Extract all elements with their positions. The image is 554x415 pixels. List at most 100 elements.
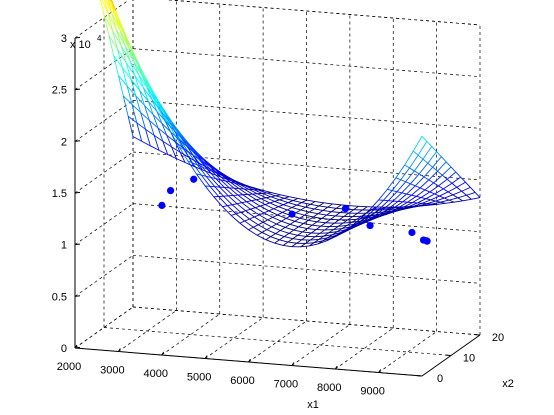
mesh-line [422, 158, 429, 164]
mesh-line [185, 140, 192, 147]
mesh-line [369, 199, 379, 210]
z-tick-label: 1.5 [52, 188, 67, 200]
mesh-line [322, 206, 328, 211]
mesh-line [214, 186, 224, 197]
mesh-line [183, 149, 190, 154]
mesh-line [317, 240, 323, 245]
mesh-line [198, 158, 208, 170]
mesh-line [256, 232, 263, 236]
mesh-line [374, 209, 380, 214]
mesh-line [412, 136, 423, 152]
mesh-line [340, 212, 349, 214]
mesh-line [158, 101, 165, 110]
grid-line [103, 327, 452, 356]
data-point [408, 228, 416, 237]
mesh-line [402, 194, 412, 203]
mesh-line [430, 199, 436, 202]
mesh-line [247, 194, 257, 201]
mesh-line [349, 205, 359, 207]
mesh-line [261, 229, 268, 233]
mesh-line [278, 206, 288, 211]
mesh-line [151, 99, 162, 112]
mesh-line [137, 64, 143, 77]
mesh-line [311, 221, 318, 226]
mesh-line [157, 127, 164, 142]
mesh-line [438, 185, 444, 190]
mesh-line [125, 62, 132, 80]
mesh-line [222, 173, 228, 178]
mesh-line [291, 207, 301, 211]
mesh-line [309, 236, 316, 241]
mesh-line [144, 77, 151, 87]
mesh-line [357, 221, 363, 225]
mesh-line [112, 30, 122, 47]
mesh-line [457, 197, 463, 202]
mesh-line [437, 161, 447, 172]
mesh-line [232, 203, 238, 206]
mesh-line [197, 164, 203, 168]
mesh-line [250, 207, 256, 210]
mesh-line [392, 192, 403, 202]
mesh-line [196, 173, 206, 187]
mesh-line [331, 211, 341, 213]
mesh-line [395, 164, 406, 178]
mesh-line [318, 235, 324, 240]
mesh-line [151, 99, 158, 112]
mesh-line [275, 194, 281, 197]
mesh-line [317, 210, 324, 215]
mesh-line [136, 122, 143, 142]
mesh-line [141, 140, 151, 147]
mesh-line [451, 176, 461, 184]
mesh-line [401, 192, 407, 195]
mesh-line [253, 224, 259, 228]
mesh-line [196, 173, 202, 176]
mesh-line [107, 12, 114, 31]
x-tick-label: 3000 [100, 365, 124, 377]
mesh-line [416, 189, 426, 197]
mesh-line [280, 227, 286, 231]
mesh-line [302, 231, 312, 234]
mesh-line [296, 239, 302, 244]
mesh-line [291, 204, 298, 208]
mesh-line [250, 208, 260, 216]
mesh-line [261, 232, 271, 238]
mesh-line [230, 181, 236, 184]
y-tick-label: 0 [437, 373, 443, 385]
mesh-line [248, 229, 258, 236]
mesh-line [299, 214, 305, 219]
mesh-line [280, 194, 290, 198]
mesh-line [300, 206, 306, 211]
mesh-line [131, 104, 141, 113]
mesh-line [335, 215, 345, 217]
mesh-line [178, 146, 185, 151]
mesh-line [120, 45, 131, 61]
mesh-line [387, 191, 398, 201]
mesh-line [391, 179, 402, 191]
mesh-line [323, 234, 333, 237]
mesh-line [260, 198, 271, 204]
x-tick-label: 7000 [274, 379, 298, 391]
mesh-line [282, 241, 289, 246]
mesh-line [385, 211, 391, 214]
mesh-line [133, 61, 140, 75]
mesh-line [199, 155, 205, 160]
grid [74, 0, 481, 377]
mesh-line [470, 187, 476, 193]
mesh-line [415, 185, 421, 189]
mesh-line [113, 55, 119, 76]
mesh-line [359, 221, 365, 225]
mesh-line [211, 170, 217, 174]
mesh-line [257, 224, 268, 231]
mesh-line [355, 220, 361, 225]
mesh-line [303, 219, 309, 224]
grid-line [132, 306, 481, 336]
mesh-line [227, 195, 238, 205]
mesh-line [414, 176, 425, 187]
mesh-line [129, 60, 136, 76]
mesh-line [304, 214, 314, 218]
mesh-line [257, 221, 264, 226]
mesh-line [239, 184, 245, 187]
mesh-line [293, 226, 299, 231]
mesh-line [258, 214, 269, 221]
x-tick [204, 355, 208, 359]
